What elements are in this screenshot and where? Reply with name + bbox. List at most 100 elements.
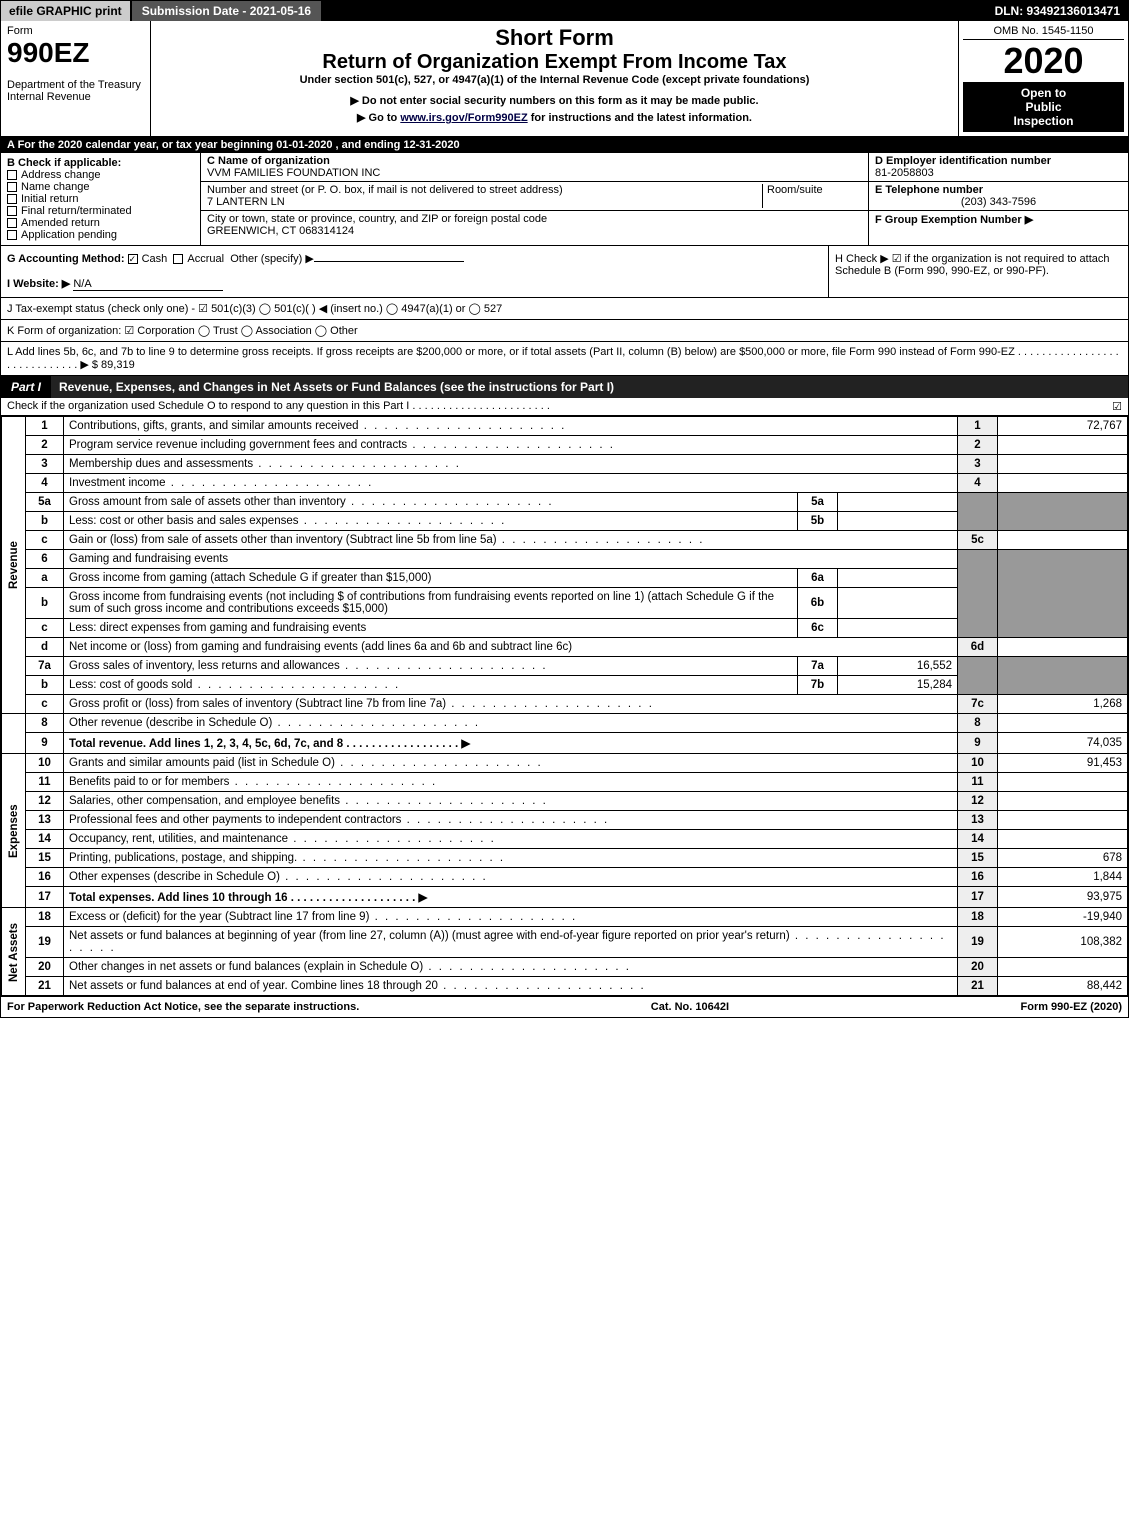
ln5a-desc: Gross amount from sale of assets other t… xyxy=(69,496,554,508)
ln6a-subval xyxy=(838,569,958,588)
goto-pre: ▶ Go to xyxy=(357,112,400,124)
chk-initial-return[interactable] xyxy=(7,194,17,204)
ln6d-col: 6d xyxy=(958,638,998,657)
ln7b-num: b xyxy=(26,676,64,695)
ln6-desc: Gaming and fundraising events xyxy=(64,550,958,569)
ln6c-num: c xyxy=(26,619,64,638)
chk-amended-return[interactable] xyxy=(7,218,17,228)
chk-final-return[interactable] xyxy=(7,206,17,216)
open-line2: Public xyxy=(967,100,1120,114)
irs-link[interactable]: www.irs.gov/Form990EZ xyxy=(400,112,527,124)
ln12-val xyxy=(998,792,1128,811)
ln1-desc: Contributions, gifts, grants, and simila… xyxy=(69,420,566,432)
ln7c-desc: Gross profit or (loss) from sales of inv… xyxy=(69,698,654,710)
ln4-val xyxy=(998,474,1128,493)
ln13-val xyxy=(998,811,1128,830)
lbl-other-specify: Other (specify) ▶ xyxy=(230,253,314,265)
dln-label: DLN: 93492136013471 xyxy=(987,1,1128,21)
f-group-lbl: F Group Exemption Number ▶ xyxy=(875,214,1033,226)
d-ein-lbl: D Employer identification number xyxy=(875,155,1051,167)
org-name: VVM FAMILIES FOUNDATION INC xyxy=(207,167,380,179)
ln19-val: 108,382 xyxy=(998,927,1128,958)
omb-number: OMB No. 1545-1150 xyxy=(963,25,1124,40)
ln5c-desc: Gain or (loss) from sale of assets other… xyxy=(69,534,704,546)
ln11-val xyxy=(998,773,1128,792)
ln13-col: 13 xyxy=(958,811,998,830)
ln6c-sub: 6c xyxy=(798,619,838,638)
block-b-c-d: B Check if applicable: Address change Na… xyxy=(1,153,1128,246)
ln5c-val xyxy=(998,531,1128,550)
lbl-application-pending: Application pending xyxy=(21,229,117,241)
c-city-lbl: City or town, state or province, country… xyxy=(207,213,547,225)
chk-address-change[interactable] xyxy=(7,170,17,180)
grey-6 xyxy=(958,550,998,638)
ln17-val: 93,975 xyxy=(998,887,1128,908)
ln4-desc: Investment income xyxy=(69,477,373,489)
form-number: 990EZ xyxy=(7,37,144,69)
room-suite-lbl: Room/suite xyxy=(767,184,823,196)
submission-date: Submission Date - 2021-05-16 xyxy=(132,1,321,21)
grey-6v xyxy=(998,550,1128,638)
instructions-link-line: ▶ Go to www.irs.gov/Form990EZ for instru… xyxy=(155,109,954,126)
ln6a-desc: Gross income from gaming (attach Schedul… xyxy=(64,569,798,588)
ln1-col: 1 xyxy=(958,417,998,436)
open-line1: Open to xyxy=(967,86,1120,100)
lbl-cash: Cash xyxy=(142,253,168,265)
org-address: 7 LANTERN LN xyxy=(207,196,285,208)
ln6b-desc: Gross income from fundraising events (no… xyxy=(64,588,798,619)
ln3-desc: Membership dues and assessments xyxy=(69,458,461,470)
ln11-num: 11 xyxy=(26,773,64,792)
other-specify-input[interactable] xyxy=(314,261,464,262)
lbl-accrual: Accrual xyxy=(187,253,224,265)
line-a-period: A For the 2020 calendar year, or tax yea… xyxy=(1,137,1128,153)
ln16-desc: Other expenses (describe in Schedule O) xyxy=(69,871,488,883)
chk-cash[interactable] xyxy=(128,254,138,264)
ln19-col: 19 xyxy=(958,927,998,958)
ln15-num: 15 xyxy=(26,849,64,868)
topbar-left: efile GRAPHIC print Submission Date - 20… xyxy=(1,1,321,21)
ln7a-desc: Gross sales of inventory, less returns a… xyxy=(69,660,548,672)
ln5b-sub: 5b xyxy=(798,512,838,531)
chk-accrual[interactable] xyxy=(173,254,183,264)
ln8-col: 8 xyxy=(958,714,998,733)
lbl-address-change: Address change xyxy=(21,169,101,181)
revenue-table: Revenue 1 Contributions, gifts, grants, … xyxy=(1,416,1128,996)
e-phone-lbl: E Telephone number xyxy=(875,184,983,196)
ln10-val: 91,453 xyxy=(998,754,1128,773)
ln19-desc: Net assets or fund balances at beginning… xyxy=(69,930,946,954)
box-c: C Name of organization VVM FAMILIES FOUN… xyxy=(201,153,868,245)
box-b-title: B Check if applicable: xyxy=(7,157,194,169)
ln7b-sub: 7b xyxy=(798,676,838,695)
ln2-num: 2 xyxy=(26,436,64,455)
dept-treasury: Department of the Treasury xyxy=(7,79,144,91)
lbl-name-change: Name change xyxy=(21,181,90,193)
warning-ssn: ▶ Do not enter social security numbers o… xyxy=(155,92,954,109)
website-value: N/A xyxy=(73,278,223,291)
efile-print-button[interactable]: efile GRAPHIC print xyxy=(1,1,132,21)
ln10-num: 10 xyxy=(26,754,64,773)
g-label: G Accounting Method: xyxy=(7,253,125,265)
ln13-num: 13 xyxy=(26,811,64,830)
ein-value: 81-2058803 xyxy=(875,167,934,179)
ln5a-subval xyxy=(838,493,958,512)
lbl-amended-return: Amended return xyxy=(21,217,100,229)
ln21-num: 21 xyxy=(26,977,64,996)
grey-7v xyxy=(998,657,1128,695)
chk-application-pending[interactable] xyxy=(7,230,17,240)
top-bar: efile GRAPHIC print Submission Date - 20… xyxy=(1,1,1128,21)
c-addr-lbl: Number and street (or P. O. box, if mail… xyxy=(207,184,563,196)
grey-5 xyxy=(958,493,998,531)
ln6a-num: a xyxy=(26,569,64,588)
ln18-desc: Excess or (deficit) for the year (Subtra… xyxy=(69,911,577,923)
ln21-val: 88,442 xyxy=(998,977,1128,996)
ln7b-desc: Less: cost of goods sold xyxy=(69,679,400,691)
ln15-col: 15 xyxy=(958,849,998,868)
lbl-initial-return: Initial return xyxy=(21,193,78,205)
ln11-col: 11 xyxy=(958,773,998,792)
chk-name-change[interactable] xyxy=(7,182,17,192)
box-d-e-f: D Employer identification number 81-2058… xyxy=(868,153,1128,245)
ln6d-num: d xyxy=(26,638,64,657)
part1-sub-check[interactable]: ☑ xyxy=(1112,400,1122,413)
line-j: J Tax-exempt status (check only one) - ☑… xyxy=(1,298,1128,320)
ln7a-subval: 16,552 xyxy=(838,657,958,676)
